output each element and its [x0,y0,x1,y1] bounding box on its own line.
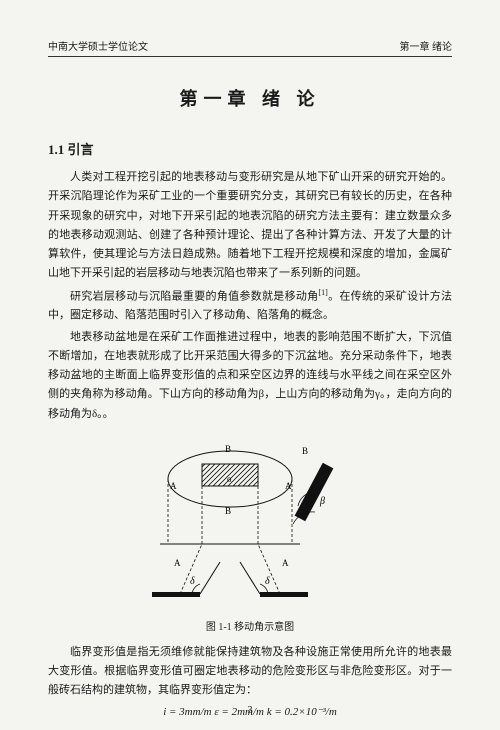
label-delta2: δ [265,576,270,587]
label-B2: B [225,506,231,516]
label-A: A [170,481,177,491]
label-beta: β [319,496,325,507]
label-B3: B [302,446,308,456]
paragraph-1: 人类对工程开挖引起的地表移动与变形研究是从地下矿山开采的研究开始的。开采沉陷理论… [48,168,452,284]
label-A3: A [174,558,181,568]
chapter-title: 第一章 绪 论 [48,85,452,111]
paragraph-4: 临界变形值是指无须维修就能保持建筑物及各种设施正常使用所允许的地表最大变形值。根… [48,643,452,701]
p2-a: 研究岩层移动与沉陷最重要的角值参数就是移动角 [70,290,318,302]
paragraph-2: 研究岩层移动与沉陷最重要的角值参数就是移动角[1]。在传统的采矿设计方法中，圈定… [48,286,452,326]
label-A4: A [282,558,289,568]
section-title: 1.1 引言 [48,139,452,158]
movement-angle-diagram: A A B B B o β δ δ A A [130,434,370,609]
page-number: 3 [0,705,500,716]
citation-1: [1] [318,288,327,297]
label-delta1: δ [190,576,195,587]
figure-1-1: A A B B B o β δ δ A A [48,434,452,612]
page-header: 中南大学硕士学位论文 第一章 绪论 [48,38,452,57]
label-B: B [225,444,231,454]
figure-caption: 图 1-1 移动角示意图 [48,618,452,633]
header-left: 中南大学硕士学位论文 [48,38,148,53]
header-right: 第一章 绪论 [400,38,453,53]
label-o: o [227,474,232,484]
label-A2: A [285,481,292,491]
paragraph-3: 地表移动盆地是在采矿工作面推进过程中，地表的影响范围不断扩大，下沉值不断增加，在… [48,328,452,424]
